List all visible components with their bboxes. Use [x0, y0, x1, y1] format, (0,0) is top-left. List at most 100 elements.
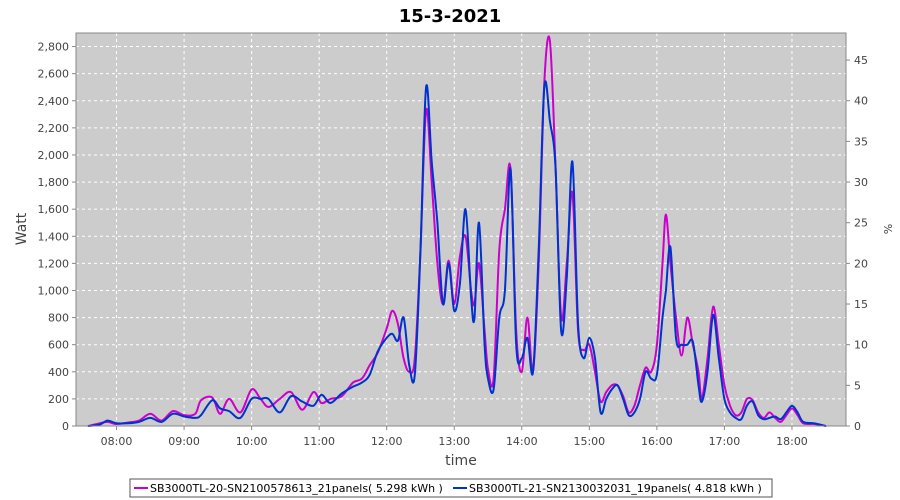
x-tick-label: 17:00	[709, 435, 741, 448]
series-layer	[87, 35, 827, 427]
x-tick-label: 11:00	[303, 435, 335, 448]
plot-frame	[75, 32, 847, 427]
data-point-series-2	[785, 411, 788, 414]
y-axis-ticks: 0 200 400 600 800 1,000 1,200 1,400 1,600 1,800 2,…	[38, 41, 76, 433]
data-point-series-2	[447, 262, 450, 265]
data-point-series-2	[259, 398, 262, 400]
data-point-series-2	[599, 411, 602, 414]
data-point-series-2	[149, 417, 152, 419]
legend-label-series-1: SB3000TL-20-SN2100578613_21panels( 5.298…	[150, 482, 443, 495]
data-point-series-2	[228, 410, 231, 412]
data-point-series-1	[278, 398, 281, 400]
data-point-series-2	[746, 404, 748, 407]
x-tick-label: 08:00	[101, 435, 133, 448]
data-point-series-2	[320, 393, 323, 396]
data-point-series-1	[680, 354, 683, 357]
y2-tick-label: 20	[854, 257, 868, 270]
y2-tick-label: 25	[854, 217, 868, 230]
y-tick-label: 400	[48, 366, 69, 379]
data-point-series-2	[582, 357, 585, 360]
data-point-series-1	[633, 404, 636, 407]
y2-tick-label: 5	[854, 379, 861, 392]
data-point-series-1	[746, 398, 748, 400]
data-point-series-1	[650, 370, 653, 373]
data-point-series-1	[194, 412, 197, 415]
data-point-series-1	[290, 391, 292, 393]
data-point-series-2	[774, 415, 776, 418]
data-point-series-1	[610, 384, 613, 387]
y-tick-label: 1,600	[38, 203, 70, 216]
data-point-series-2	[250, 398, 253, 400]
data-point-series-1	[588, 343, 591, 346]
data-point-series-1	[211, 396, 214, 399]
data-point-series-2	[413, 373, 416, 376]
data-point-series-2	[526, 337, 529, 339]
data-point-series-2	[340, 392, 343, 395]
data-point-series-2	[473, 316, 476, 319]
data-point-series-1	[549, 40, 551, 42]
y-tick-label: 2,000	[38, 149, 70, 162]
data-point-series-2	[729, 411, 731, 414]
data-point-series-1	[768, 411, 771, 414]
data-point-series-2	[492, 388, 495, 391]
chart-title: 15-3-2021	[399, 6, 502, 27]
data-point-series-2	[537, 248, 540, 251]
data-point-series-2	[644, 370, 647, 373]
y2-tick-label: 30	[854, 176, 868, 189]
data-point-series-2	[115, 422, 118, 425]
data-point-series-2	[219, 407, 222, 410]
data-point-series-1	[644, 366, 647, 369]
data-point-series-1	[582, 349, 585, 351]
data-point-series-2	[571, 160, 574, 163]
data-point-series-2	[408, 364, 411, 366]
data-point-series-2	[106, 419, 109, 422]
data-point-series-2	[368, 373, 371, 376]
data-point-series-2	[459, 282, 461, 285]
data-point-series-2	[588, 337, 591, 339]
data-point-series-1	[464, 235, 467, 238]
data-point-series-1	[171, 410, 174, 412]
data-point-series-1	[312, 391, 315, 393]
data-point-series-1	[430, 181, 433, 184]
y2-axis-ticks: 0 5 10 15 20 25 30 35 40 45	[846, 54, 868, 433]
data-point-series-2	[520, 357, 523, 360]
data-point-series-2	[779, 418, 782, 421]
legend-box	[129, 478, 773, 498]
x-tick-label: 16:00	[641, 435, 673, 448]
data-point-series-1	[329, 398, 332, 400]
data-point-series-2	[397, 339, 399, 342]
data-point-series-2	[622, 398, 624, 400]
data-point-series-1	[239, 411, 242, 414]
data-point-series-2	[610, 388, 613, 391]
data-point-series-2	[723, 398, 726, 400]
y2-tick-label: 10	[854, 339, 868, 352]
data-point-series-2	[706, 370, 709, 373]
y2-tick-label: 0	[854, 420, 861, 433]
data-point-series-2	[639, 398, 641, 400]
data-point-series-1	[504, 208, 506, 211]
data-point-series-1	[340, 395, 343, 398]
data-point-series-2	[425, 86, 427, 89]
data-point-series-2	[768, 417, 771, 419]
data-point-series-1	[526, 316, 529, 319]
data-point-series-1	[498, 248, 501, 251]
data-point-series-2	[352, 385, 354, 388]
data-point-series-2	[605, 398, 608, 400]
data-point-series-2	[504, 289, 506, 292]
data-point-series-2	[464, 208, 467, 211]
y-tick-label: 1,800	[38, 176, 70, 189]
data-point-series-1	[605, 391, 608, 393]
data-point-series-2	[549, 120, 551, 122]
data-point-series-2	[633, 411, 636, 414]
data-point-series-1	[447, 259, 450, 262]
data-point-series-2	[278, 411, 281, 414]
data-point-series-1	[361, 377, 363, 380]
y2-tick-label: 45	[854, 54, 868, 67]
data-point-series-1	[459, 255, 461, 258]
y-tick-label: 2,400	[38, 95, 70, 108]
data-point-series-2	[802, 421, 805, 423]
data-point-series-2	[697, 384, 700, 387]
data-point-series-1	[686, 316, 689, 319]
data-point-series-2	[717, 357, 720, 360]
data-point-series-2	[796, 411, 799, 414]
